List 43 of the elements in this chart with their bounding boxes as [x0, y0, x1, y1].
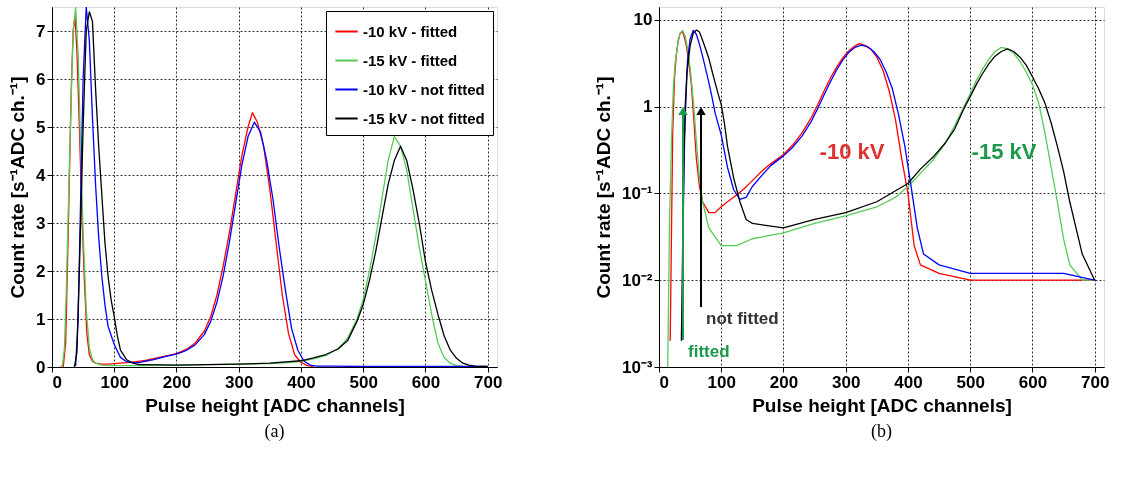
x-tick-label: 400	[894, 372, 923, 392]
y-axis-title: Count rate [s⁻¹ADC ch.⁻¹]	[592, 76, 614, 299]
y-tick-label: 2	[36, 261, 46, 281]
y-tick-label: 10	[633, 10, 653, 30]
x-tick-label: 600	[1018, 372, 1048, 392]
y-tick-label: 10⁻¹	[621, 183, 653, 203]
y-axis-title: Count rate [s⁻¹ADC ch.⁻¹]	[7, 76, 29, 299]
x-tick-label: 400	[287, 372, 316, 392]
x-axis-title: Pulse height [ADC channels]	[145, 394, 405, 416]
annotation: -10 kV	[819, 139, 885, 164]
y-tick-label: 6	[36, 69, 46, 89]
annotation: fitted	[688, 342, 730, 361]
legend-label: -15 kV - not fitted	[363, 109, 485, 127]
text: (b)	[871, 421, 892, 442]
y-tick-label: 1	[643, 97, 653, 117]
y-tick-label: 10⁻³	[621, 357, 653, 377]
y-tick-label: 7	[36, 21, 46, 41]
x-tick-label: 200	[769, 372, 799, 392]
y-tick-label: 1	[36, 309, 46, 329]
y-tick-label: 5	[36, 117, 46, 137]
legend-label: -10 kV - fitted	[363, 22, 458, 40]
y-tick-label: 4	[36, 165, 47, 185]
y-tick-label: 0	[36, 357, 46, 377]
text: (a)	[264, 421, 285, 442]
x-tick-label: 200	[162, 372, 192, 392]
x-tick-label: 100	[707, 372, 736, 392]
x-tick-label: 100	[100, 372, 129, 392]
x-tick-label: 500	[349, 372, 378, 392]
legend-label: -10 kV - not fitted	[363, 80, 485, 98]
y-tick-label: 3	[36, 213, 46, 233]
x-axis-title: Pulse height [ADC channels]	[752, 394, 1012, 416]
x-tick-label: 700	[1080, 372, 1110, 392]
y-tick-label: 10⁻²	[621, 270, 653, 290]
annotation: not fitted	[706, 309, 779, 328]
x-tick-label: 300	[832, 372, 861, 392]
annotation: -15 kV	[971, 139, 1037, 164]
x-tick-label: 0	[52, 372, 62, 392]
x-tick-label: 600	[411, 372, 441, 392]
legend-label: -15 kV - fitted	[363, 51, 458, 69]
x-tick-label: 0	[659, 372, 669, 392]
x-tick-label: 300	[225, 372, 254, 392]
x-tick-label: 500	[956, 372, 985, 392]
x-tick-label: 700	[473, 372, 503, 392]
